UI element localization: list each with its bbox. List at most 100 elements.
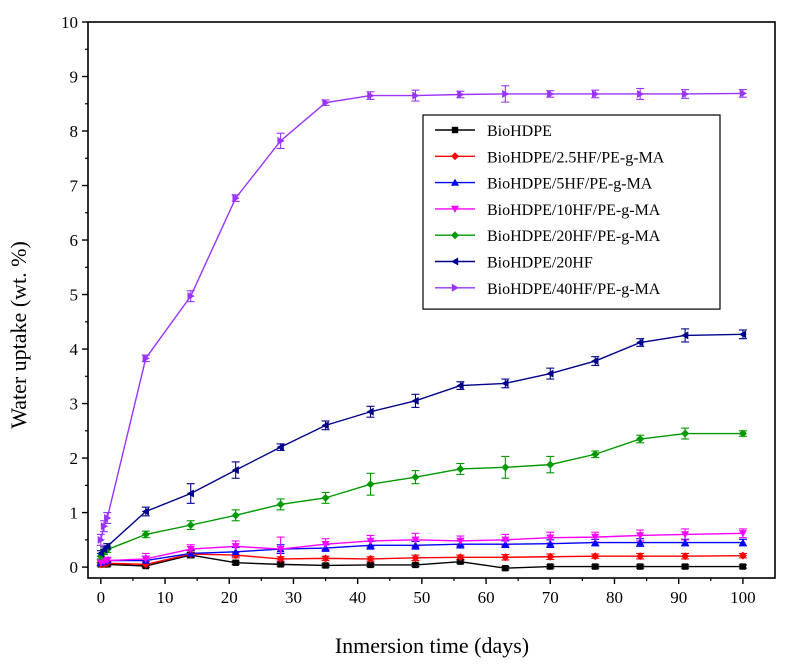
data-point-6	[456, 381, 464, 390]
data-point-2	[276, 554, 285, 563]
data-point-2	[321, 554, 330, 563]
y-tick-label: 5	[70, 286, 79, 305]
data-point-4	[231, 543, 240, 551]
data-point-5	[738, 429, 747, 438]
legend-label: BioHDPE/20HF	[487, 255, 593, 272]
legend-marker	[451, 283, 459, 292]
data-point-2	[456, 553, 465, 562]
axes: 0 10 20 30 40 50 60 70 80 90 100 0 1 2 3 4 5 6 7 8 9 10	[61, 13, 776, 607]
x-tick-label: 0	[97, 588, 106, 607]
data-point-6	[276, 443, 284, 452]
data-point-6	[366, 407, 374, 416]
data-point-4	[456, 537, 465, 545]
data-point-7	[681, 89, 690, 98]
y-tick-label: 9	[70, 68, 79, 87]
data-point-1	[322, 562, 329, 569]
data-point-4	[591, 533, 600, 542]
data-point-6	[411, 396, 419, 405]
data-point-4	[141, 555, 150, 563]
data-point-6	[103, 542, 111, 551]
data-point-1	[232, 559, 239, 566]
data-point-7	[100, 522, 109, 531]
data-point-4	[411, 536, 420, 544]
data-point-3	[591, 538, 600, 546]
x-tick-label: 40	[349, 588, 366, 607]
y-tick-label: 6	[70, 231, 79, 250]
legend-marker	[451, 152, 459, 161]
data-point-6	[636, 338, 644, 347]
x-tick-label: 100	[730, 588, 756, 607]
data-point-3	[681, 538, 690, 546]
legend-label: BioHDPE/5HF/PE-g-MA	[487, 176, 653, 193]
legend-marker	[451, 178, 459, 186]
legend-label: BioHDPE/20HF/PE-g-MA	[487, 228, 661, 245]
data-point-1	[739, 563, 747, 570]
data-point-7	[322, 98, 330, 107]
data-point-1	[457, 558, 464, 565]
data-point-1	[412, 561, 419, 569]
data-point-5	[591, 450, 600, 459]
data-point-4	[738, 530, 747, 538]
data-point-1	[592, 563, 599, 570]
data-point-4	[681, 531, 690, 539]
data-point-6	[141, 507, 149, 516]
data-point-5	[276, 500, 285, 509]
data-point-7	[457, 90, 465, 99]
legend-marker	[451, 257, 459, 266]
x-tick-label: 70	[542, 588, 559, 607]
data-point-4	[186, 545, 195, 554]
data-point-1	[367, 561, 374, 569]
data-point-4	[321, 541, 330, 549]
x-tick-label: 30	[285, 588, 302, 607]
series-line-3	[100, 541, 743, 564]
legend: BioHDPE BioHDPE/2.5HF/PE-g-MA BioHDPE/5HF/…	[422, 114, 721, 310]
legend-marker	[451, 231, 459, 240]
data-point-2	[411, 553, 420, 562]
data-point-7	[142, 354, 150, 363]
legend-marker	[451, 126, 459, 134]
data-point-1	[547, 563, 554, 570]
data-point-1	[636, 563, 644, 570]
plot-frame	[87, 21, 776, 579]
data-point-4	[546, 534, 555, 542]
legend-label: BioHDPE/2.5HF/PE-g-MA	[487, 149, 665, 166]
data-point-7	[187, 292, 195, 301]
x-tick-label: 60	[478, 588, 495, 607]
legend-box	[422, 114, 721, 310]
x-tick-label: 50	[413, 588, 430, 607]
data-point-2	[738, 551, 747, 560]
data-point-4	[276, 545, 285, 554]
y-tick-label: 2	[70, 449, 79, 468]
data-point-7	[367, 91, 375, 100]
data-point-5	[636, 435, 645, 443]
y-axis-title: Water uptake (wt. %)	[6, 241, 31, 429]
data-point-4	[366, 537, 375, 545]
data-point-7	[277, 136, 285, 145]
data-point-6	[231, 466, 239, 475]
y-tick-label: 0	[70, 558, 79, 577]
x-tick-label: 90	[670, 588, 687, 607]
data-point-1	[681, 563, 689, 570]
data-point-3	[231, 547, 240, 556]
x-tick-label: 80	[606, 588, 623, 607]
data-point-6	[100, 545, 108, 554]
data-point-2	[681, 552, 690, 561]
data-point-7	[104, 514, 112, 523]
series-line-5	[100, 432, 743, 557]
data-point-2	[366, 554, 375, 563]
y-tick-label: 1	[70, 504, 79, 523]
data-point-1	[277, 561, 284, 568]
data-point-2	[501, 553, 510, 562]
data-point-4	[103, 557, 112, 565]
data-point-4	[501, 536, 510, 544]
data-point-7	[592, 89, 600, 98]
data-point-5	[411, 473, 420, 482]
data-point-7	[502, 89, 510, 98]
legend-label: BioHDPE	[487, 123, 552, 140]
data-point-2	[636, 552, 645, 561]
y-tick-label: 8	[70, 122, 79, 141]
markers	[96, 89, 747, 572]
data-point-3	[636, 538, 645, 546]
data-point-6	[738, 330, 747, 339]
